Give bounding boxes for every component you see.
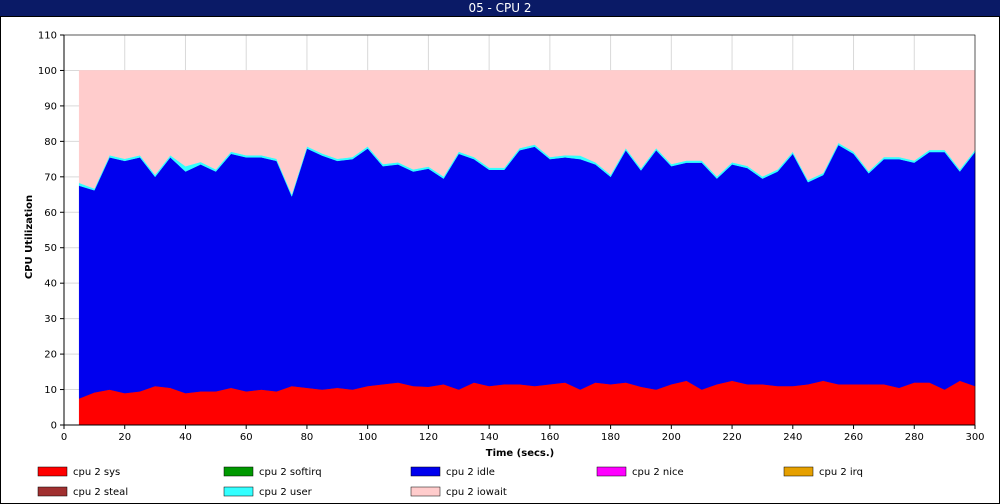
legend-swatch <box>37 466 68 477</box>
x-tick-label: 240 <box>783 432 802 443</box>
legend-label: cpu 2 iowait <box>446 487 507 498</box>
y-tick-label: 0 <box>51 421 57 432</box>
stacked-areas <box>78 70 976 426</box>
legend-item: cpu 2 steal <box>37 486 128 498</box>
axes: 0 10 20 30 40 50 60 70 80 90 100 110 0 20 40 60 80 100 120… <box>38 31 985 444</box>
legend-label: cpu 2 softirq <box>259 467 322 478</box>
legend-item: cpu 2 irq <box>783 466 863 478</box>
legend-item: cpu 2 softirq <box>223 466 322 478</box>
y-tick-label: 70 <box>44 172 57 183</box>
plot-frame <box>63 34 976 426</box>
legend: cpu 2 sys cpu 2 softirq cpu 2 idle cpu 2 ni… <box>37 466 863 498</box>
x-tick-label: 120 <box>419 432 438 443</box>
legend-label: cpu 2 nice <box>632 467 684 478</box>
y-tick-label: 50 <box>44 243 57 254</box>
x-tick-label: 200 <box>662 432 681 443</box>
legend-item: cpu 2 nice <box>596 466 684 478</box>
area-cpu-2-idle <box>78 144 976 399</box>
y-tick-label: 10 <box>44 385 57 396</box>
x-tick-label: 80 <box>301 432 314 443</box>
legend-swatch <box>783 466 814 477</box>
y-tick-label: 20 <box>44 350 57 361</box>
x-tick-label: 260 <box>844 432 863 443</box>
legend-item: cpu 2 iowait <box>410 486 507 498</box>
x-axis-label: Time (secs.) <box>486 448 555 459</box>
x-tick-label: 180 <box>601 432 620 443</box>
y-axis-label: CPU Utilization <box>24 195 35 279</box>
legend-item: cpu 2 idle <box>410 466 495 478</box>
x-tick-label: 160 <box>540 432 559 443</box>
y-tick-label: 80 <box>44 137 57 148</box>
x-tick-label: 220 <box>723 432 742 443</box>
x-tick-label: 0 <box>61 432 67 443</box>
y-tick-label: 110 <box>38 31 57 42</box>
legend-item: cpu 2 user <box>223 486 313 498</box>
x-tick-label: 60 <box>240 432 253 443</box>
y-tick-label: 90 <box>44 101 57 112</box>
legend-label: cpu 2 user <box>259 487 313 498</box>
legend-label: cpu 2 sys <box>73 467 120 478</box>
y-tick-label: 60 <box>44 208 57 219</box>
y-tick-label: 40 <box>44 279 57 290</box>
legend-label: cpu 2 steal <box>73 487 128 498</box>
legend-item: cpu 2 sys <box>37 466 120 478</box>
x-tick-label: 40 <box>179 432 192 443</box>
legend-swatch <box>410 486 441 497</box>
legend-swatch <box>596 466 627 477</box>
legend-label: cpu 2 irq <box>819 467 863 478</box>
legend-swatch <box>37 486 68 497</box>
y-tick-label: 100 <box>38 66 57 77</box>
legend-swatch <box>223 466 254 477</box>
chart-title: 05 - CPU 2 <box>0 0 1000 16</box>
x-tick-label: 140 <box>480 432 499 443</box>
x-tick-label: 300 <box>965 432 984 443</box>
x-tick-label: 20 <box>118 432 131 443</box>
x-tick-label: 100 <box>358 432 377 443</box>
legend-swatch <box>410 466 441 477</box>
x-tick-label: 280 <box>905 432 924 443</box>
y-tick-label: 30 <box>44 314 57 325</box>
legend-swatch <box>223 486 254 497</box>
legend-label: cpu 2 idle <box>446 467 495 478</box>
